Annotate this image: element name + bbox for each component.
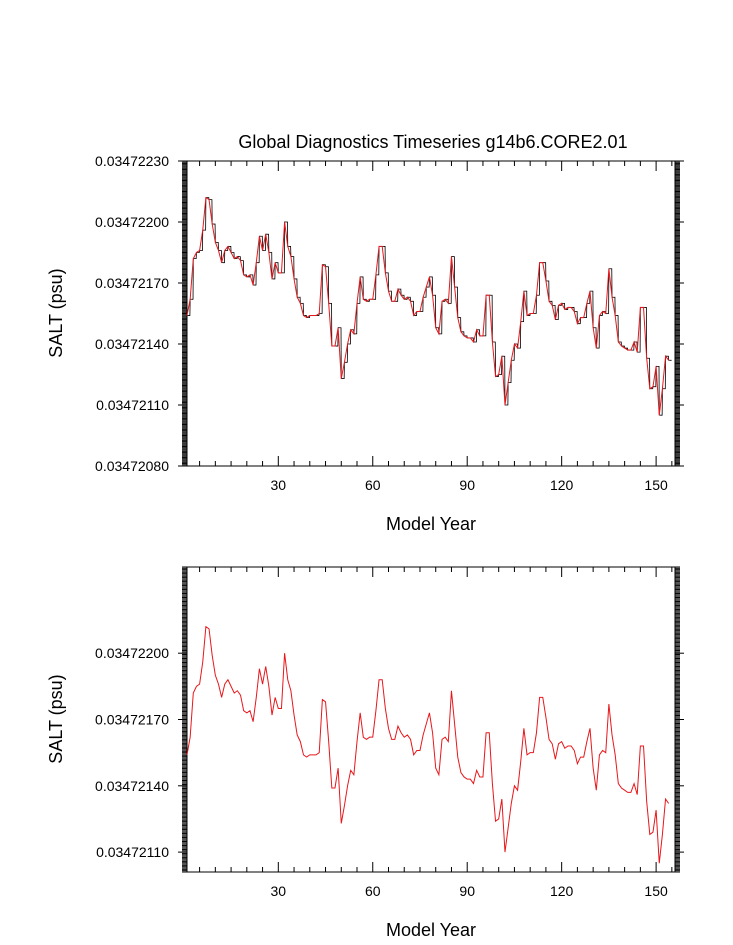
top-plot-frame (186, 160, 676, 467)
x-tick-label: 90 (459, 883, 475, 899)
chart-title: Global Diagnostics Timeseries g14b6.CORE… (238, 132, 627, 152)
monthly-salt-line (186, 197, 672, 416)
x-tick-label: 120 (550, 883, 574, 899)
y-tick-label: 0.03472110 (96, 844, 169, 860)
top-series (186, 196, 672, 416)
y-tick-label: 0.03472200 (95, 645, 169, 661)
bottom-y-axis-label: SALT (psu) (46, 674, 66, 763)
x-tick-label: 30 (271, 477, 287, 493)
x-tick-label: 60 (365, 883, 381, 899)
y-tick-label: 0.03472140 (95, 778, 169, 794)
top-x-axis-label: Model Year (386, 514, 476, 534)
y-tick-label: 0.03472230 (95, 153, 169, 169)
y-tick-label: 0.03472080 (95, 458, 169, 474)
top-y-axis-label: SALT (psu) (46, 268, 66, 357)
annual-mean-salt-line (186, 196, 670, 416)
x-tick-label: 150 (644, 883, 668, 899)
top-panel: Global Diagnostics Timeseries g14b6.CORE… (46, 132, 684, 534)
x-tick-label: 150 (644, 477, 668, 493)
bottom-x-axis-label: Model Year (386, 920, 476, 940)
annual-mean-salt-line (186, 625, 670, 864)
y-tick-label: 0.03472170 (95, 712, 169, 728)
bottom-y-tick-labels: 0.03472110 0.03472140 0.03472170 0.03472200 (95, 645, 169, 860)
top-x-tick-labels: 30 60 90 120 150 (271, 477, 668, 493)
bottom-axis-ticks (178, 566, 684, 873)
x-tick-label: 30 (271, 883, 287, 899)
top-y-tick-labels: 0.03472080 0.03472110 0.03472140 0.03472170… (95, 153, 169, 474)
bottom-plot-frame (186, 566, 676, 873)
x-tick-label: 90 (459, 477, 475, 493)
bottom-panel: 0.03472110 0.03472140 0.03472170 0.03472200… (46, 566, 684, 940)
x-tick-label: 120 (550, 477, 574, 493)
y-tick-label: 0.03472140 (95, 336, 169, 352)
top-axis-ticks (178, 160, 684, 467)
x-tick-label: 60 (365, 477, 381, 493)
bottom-series (186, 625, 670, 864)
y-tick-label: 0.03472200 (95, 214, 169, 230)
bottom-x-tick-labels: 30 60 90 120 150 (271, 883, 668, 899)
y-tick-label: 0.03472170 (95, 275, 169, 291)
y-tick-label: 0.03472110 (96, 397, 169, 413)
